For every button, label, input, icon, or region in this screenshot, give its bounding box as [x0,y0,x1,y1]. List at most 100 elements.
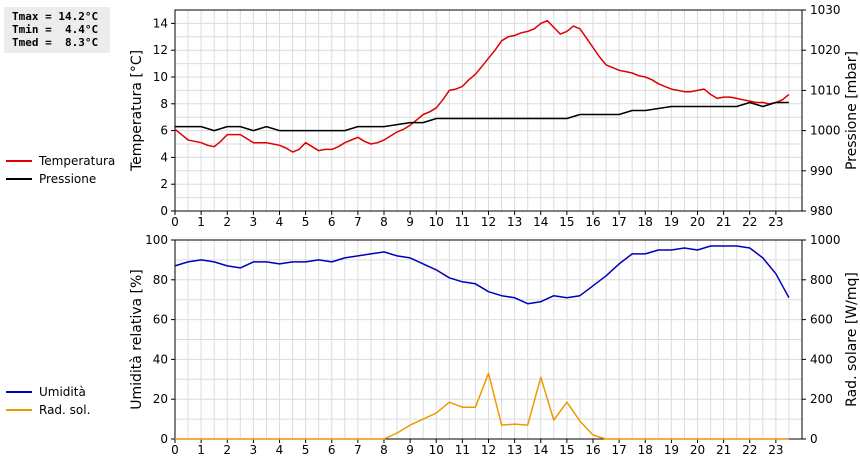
x-tick-label: 15 [559,443,574,457]
y-tick-label: 12 [153,43,168,57]
x-tick-label: 10 [429,215,444,229]
x-tick-label: 2 [223,215,231,229]
chart-panel-0: 0 1 2 3 4 5 6 7 8 9 10 11 12 13 14 15 16 17 18 19 20 21 22 2302… [129,3,860,229]
tmin-text: Tmin = 4.4°C [12,23,99,36]
legend-label: Umidità [39,385,86,399]
x-tick-label: 10 [429,443,444,457]
y2-tick-label: 1020 [810,43,841,57]
y-tick-label: 40 [153,352,168,366]
y-tick-label: 80 [153,273,168,287]
grid-lines [174,239,803,440]
legend-label: Temperatura [39,154,116,168]
y2-axis-label: Rad. solare [W/mq] [844,272,860,407]
legend-item: Rad. sol. [6,401,90,419]
y-tick-label: 4 [160,150,168,164]
y-tick-label: 0 [160,204,168,218]
y2-axis-label: Pressione [mbar] [844,51,860,170]
legend-top: Temperatura Pressione [6,152,115,188]
y-tick-label: 8 [160,97,168,111]
x-tick-label: 20 [690,215,705,229]
y2-tick-label: 1000 [810,124,841,138]
y-tick-label: 10 [153,70,168,84]
x-tick-label: 22 [742,443,757,457]
y-axis-label: Temperatura [°C] [129,50,145,172]
x-tick-label: 12 [481,443,496,457]
x-tick-label: 18 [638,443,653,457]
x-tick-label: 19 [664,443,679,457]
x-tick-label: 21 [716,443,731,457]
y2-tick-label: 200 [810,392,833,406]
y-tick-label: 6 [160,124,168,138]
x-tick-label: 23 [768,215,783,229]
y2-tick-label: 400 [810,352,833,366]
x-tick-label: 7 [354,443,362,457]
y2-tick-label: 1030 [810,3,841,17]
x-tick-label: 0 [171,215,179,229]
x-tick-label: 15 [559,215,574,229]
x-tick-label: 1 [197,215,205,229]
y2-tick-label: 980 [810,204,833,218]
x-tick-label: 13 [507,443,522,457]
x-tick-label: 19 [664,215,679,229]
y2-tick-label: 800 [810,273,833,287]
x-tick-label: 4 [276,215,284,229]
y-tick-label: 0 [160,432,168,446]
y-tick-label: 100 [145,233,168,247]
x-tick-label: 8 [380,443,388,457]
x-tick-label: 8 [380,215,388,229]
x-tick-label: 9 [406,215,414,229]
legend-swatch [6,178,32,180]
x-tick-label: 3 [250,215,258,229]
x-tick-label: 6 [328,215,336,229]
y2-tick-label: 600 [810,313,833,327]
x-tick-label: 22 [742,215,757,229]
y2-tick-label: 1010 [810,83,841,97]
x-tick-label: 11 [455,443,470,457]
legend-label: Rad. sol. [39,403,91,417]
chart-panel-1: 0 1 2 3 4 5 6 7 8 9 10 11 12 13 14 15 16 17 18 19 20 21 22 2302… [129,233,860,457]
y-tick-label: 2 [160,177,168,191]
x-tick-label: 16 [585,443,600,457]
x-tick-label: 3 [250,443,258,457]
x-tick-label: 17 [611,215,626,229]
x-tick-label: 14 [533,215,548,229]
x-tick-label: 18 [638,215,653,229]
legend-bottom: Umidità Rad. sol. [6,383,90,419]
x-tick-label: 6 [328,443,336,457]
legend-item: Umidità [6,383,90,401]
x-tick-label: 13 [507,215,522,229]
x-tick-label: 14 [533,443,548,457]
x-tick-label: 21 [716,215,731,229]
x-tick-label: 20 [690,443,705,457]
y2-tick-label: 1000 [810,233,841,247]
x-tick-label: 11 [455,215,470,229]
x-tick-label: 7 [354,215,362,229]
y-axis-label: Umidità relativa [%] [129,269,145,410]
legend-item: Temperatura [6,152,115,170]
x-tick-label: 1 [197,443,205,457]
series-line-rad-sol [175,372,789,440]
x-tick-label: 9 [406,443,414,457]
grid-lines [174,9,803,212]
x-tick-label: 12 [481,215,496,229]
y2-tick-label: 990 [810,164,833,178]
series-line-umidit [174,245,790,305]
x-tick-label: 5 [302,443,310,457]
y-tick-label: 14 [153,16,168,30]
legend-item: Pressione [6,170,115,188]
x-tick-label: 17 [611,443,626,457]
legend-swatch [6,409,32,411]
x-tick-label: 23 [768,443,783,457]
legend-swatch [6,391,32,393]
tmax-text: Tmax = 14.2°C [12,10,99,23]
x-tick-label: 0 [171,443,179,457]
x-tick-label: 2 [223,443,231,457]
series-line-temperatura [174,19,790,153]
series-line-pressione [175,101,789,132]
y-tick-label: 60 [153,313,168,327]
legend-label: Pressione [39,172,97,186]
x-tick-label: 16 [585,215,600,229]
legend-swatch [6,160,32,162]
y2-tick-label: 0 [810,432,818,446]
